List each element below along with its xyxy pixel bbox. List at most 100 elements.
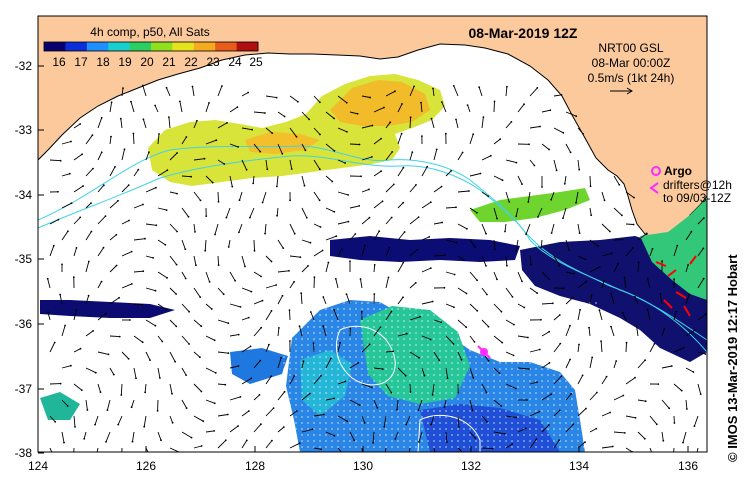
- current-vector: [325, 397, 335, 401]
- current-vector: [481, 255, 487, 267]
- current-vector: [445, 367, 448, 379]
- current-vector: [97, 313, 107, 321]
- current-vector: [697, 313, 707, 321]
- current-vector-head: [144, 391, 147, 394]
- current-legend-arrow: [610, 87, 633, 95]
- current-vector: [493, 101, 495, 113]
- current-vector: [541, 393, 552, 401]
- sst-contour-1: [336, 325, 396, 386]
- current-vector: [322, 325, 327, 337]
- current-vector: [481, 155, 491, 161]
- current-vector: [241, 159, 248, 170]
- current-vector: [61, 231, 69, 241]
- current-vector-head: [686, 408, 688, 410]
- current-vector: [396, 399, 399, 410]
- current-vector: [97, 281, 102, 289]
- current-vector: [133, 303, 143, 306]
- current-vector-head: [646, 308, 649, 311]
- current-vector: [589, 357, 593, 369]
- current-vector: [693, 415, 699, 427]
- current-vector: [169, 287, 177, 295]
- current-vector-head: [175, 325, 178, 328]
- current-vector: [373, 200, 383, 209]
- current-vector-head: [318, 199, 321, 202]
- current-vector-head: [349, 327, 352, 330]
- current-vector: [121, 351, 129, 360]
- current-vector: [169, 319, 177, 327]
- current-vector-head: [300, 292, 303, 295]
- current-vector: [685, 367, 694, 373]
- current-vector-head: [237, 333, 240, 336]
- current-vector-head: [127, 184, 130, 187]
- current-vector: [601, 412, 611, 417]
- current-vector-head: [465, 326, 468, 329]
- current-vector-head: [354, 233, 357, 235]
- current-vector: [649, 343, 655, 353]
- current-vector: [673, 347, 685, 353]
- current-vector-head: [333, 210, 336, 213]
- current-vector-head: [472, 376, 475, 379]
- current-vector-head: [121, 455, 123, 457]
- current-vector-head: [413, 85, 415, 88]
- x-tick-label: 130: [353, 459, 373, 473]
- current-vector: [529, 126, 541, 129]
- current-vector-head: [379, 326, 382, 328]
- current-vector: [637, 359, 646, 369]
- current-vector-head: [508, 201, 511, 203]
- current-vector-head: [603, 199, 606, 202]
- current-vector: [49, 219, 59, 225]
- current-vector: [120, 383, 123, 396]
- current-vector: [610, 293, 615, 305]
- current-vector-head: [268, 343, 270, 346]
- current-vector: [144, 383, 147, 393]
- current-vector: [181, 367, 187, 376]
- current-vector-head: [118, 335, 121, 338]
- current-legend: NRT00 GSL 08-Mar 00:00Z 0.5m/s (1kt 24h): [588, 41, 674, 95]
- current-vector: [457, 152, 463, 161]
- current-vector: [265, 284, 277, 289]
- current-vector-head: [92, 330, 94, 332]
- current-vector-head: [609, 411, 611, 414]
- sst-patch-orange: [330, 80, 430, 126]
- current-vector: [145, 255, 154, 259]
- current-vector: [551, 223, 555, 234]
- current-vector-head: [581, 374, 584, 377]
- current-vector-head: [165, 308, 168, 311]
- current-vector: [325, 431, 335, 437]
- current-vector: [241, 317, 249, 321]
- current-vector-head: [683, 346, 685, 349]
- current-vector-head: [431, 394, 434, 396]
- current-vector-head: [555, 169, 558, 172]
- current-vector: [385, 247, 390, 257]
- current-vector: [289, 159, 293, 170]
- current-vector-head: [142, 203, 144, 206]
- current-vector-head: [609, 230, 611, 233]
- current-vector-head: [409, 116, 412, 119]
- current-vector: [457, 255, 465, 261]
- current-vector-head: [333, 117, 335, 120]
- current-vector-head: [585, 280, 588, 283]
- current-vector-head: [290, 168, 293, 170]
- current-vector: [97, 152, 103, 161]
- current-vector: [253, 300, 263, 305]
- current-vector: [85, 231, 92, 241]
- current-vector: [337, 221, 349, 225]
- current-vector-head: [578, 168, 581, 171]
- current-vector-head: [59, 293, 61, 296]
- current-vector-head: [455, 241, 458, 244]
- current-vector-head: [428, 236, 431, 238]
- current-vector-head: [646, 277, 649, 280]
- x-tick-label: 128: [245, 459, 265, 473]
- current-vector-head: [320, 374, 322, 377]
- current-vector: [277, 327, 280, 337]
- current-vector-head: [251, 128, 254, 131]
- current-vector: [493, 367, 500, 374]
- current-vector-head: [515, 161, 518, 164]
- current-vector: [313, 95, 321, 103]
- current-vector-head: [668, 407, 671, 410]
- current-vector-head: [165, 209, 168, 212]
- current-vector-head: [150, 456, 152, 458]
- current-vector: [169, 351, 176, 362]
- current-vector-head: [493, 248, 496, 251]
- current-vector: [385, 217, 393, 225]
